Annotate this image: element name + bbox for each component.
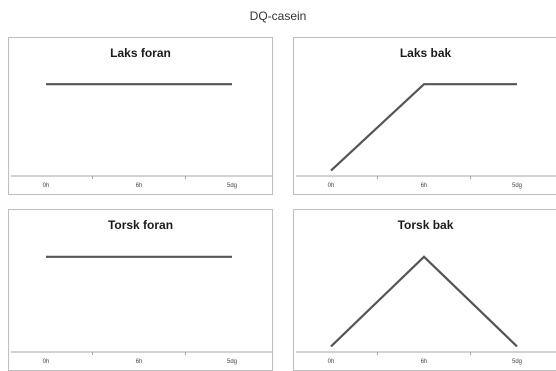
chart-svg: Torsk foran 0h 6h 5dg: [9, 210, 272, 370]
series-line: [331, 257, 517, 347]
x-tick-label-0h: 0h: [43, 183, 50, 189]
x-tick-label-6h: 6h: [136, 183, 143, 189]
x-tick-label-6h: 6h: [421, 183, 428, 189]
chart-title: Laks bak: [400, 46, 452, 60]
chart-main-title: DQ-casein: [0, 9, 556, 23]
x-tick-label-5dg: 5dg: [512, 359, 522, 365]
chart-panel-laks-foran: Laks foran 0h 6h 5dg: [8, 37, 273, 195]
chart-svg: Laks bak 0h 6h 5dg: [294, 38, 556, 194]
x-tick-label-0h: 0h: [43, 359, 50, 365]
chart-svg: Laks foran 0h 6h 5dg: [9, 38, 272, 194]
x-tick-label-0h: 0h: [328, 183, 335, 189]
x-tick-label-0h: 0h: [328, 359, 335, 365]
chart-title: Torsk foran: [108, 218, 173, 232]
chart-panel-torsk-bak: Torsk bak 0h 6h 5dg: [293, 209, 556, 371]
chart-title: Torsk bak: [398, 218, 454, 232]
x-tick-label-6h: 6h: [136, 359, 143, 365]
x-tick-label-5dg: 5dg: [227, 183, 237, 189]
chart-panel-torsk-foran: Torsk foran 0h 6h 5dg: [8, 209, 273, 371]
x-tick-label-6h: 6h: [421, 359, 428, 365]
chart-panel-laks-bak: Laks bak 0h 6h 5dg: [293, 37, 556, 195]
chart-svg: Torsk bak 0h 6h 5dg: [294, 210, 556, 370]
x-tick-label-5dg: 5dg: [512, 183, 522, 189]
series-line: [331, 84, 517, 170]
x-tick-label-5dg: 5dg: [227, 359, 237, 365]
chart-title: Laks foran: [110, 46, 171, 60]
